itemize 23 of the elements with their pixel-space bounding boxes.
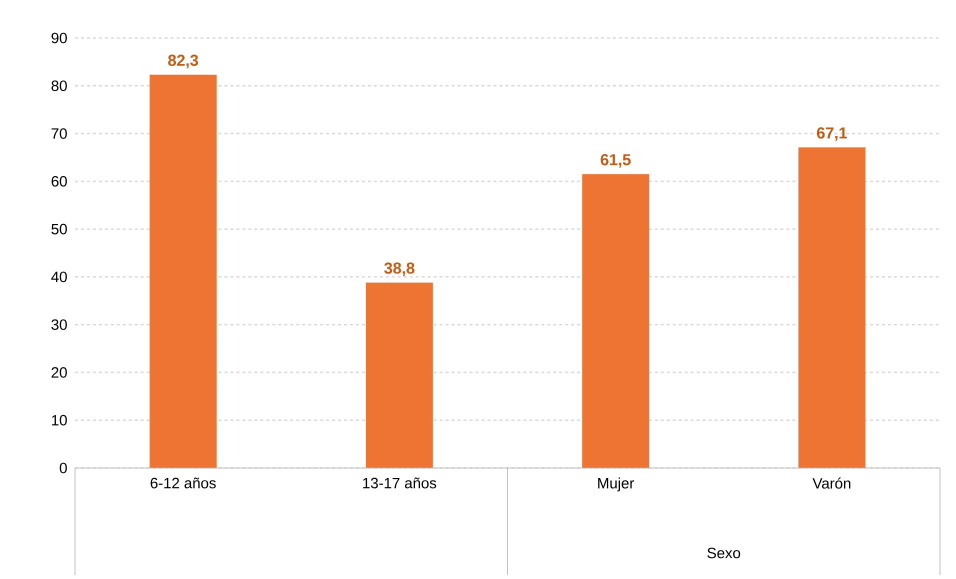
bar [798, 147, 866, 468]
x-tick-label: 6-12 años [150, 478, 216, 488]
y-tick-label: 20 [52, 367, 67, 378]
y-tick-label: 70 [52, 128, 67, 139]
y-tick-label: 80 [52, 80, 67, 92]
bar [582, 174, 650, 468]
y-tick-label: 90 [52, 32, 67, 44]
y-tick-label: 0 [60, 462, 67, 474]
x-tick-label: 13-17 años [363, 478, 436, 488]
y-tick-label: 50 [51, 224, 67, 234]
y-tick-label: 10 [52, 414, 67, 426]
x-tick-label: Mujer [598, 478, 634, 492]
data-label: 82,3 [168, 54, 198, 68]
data-label: 67,1 [816, 127, 847, 141]
bar [150, 74, 217, 468]
y-tick-label: 40 [51, 272, 67, 282]
x-tick-label: Varón [812, 478, 850, 489]
data-label: 38,8 [384, 262, 414, 276]
y-tick-label: 60 [52, 176, 67, 187]
y-tick-label: 30 [51, 319, 67, 330]
bar [366, 282, 433, 468]
data-label: 61,5 [600, 154, 631, 168]
text: Sexo [707, 548, 740, 558]
